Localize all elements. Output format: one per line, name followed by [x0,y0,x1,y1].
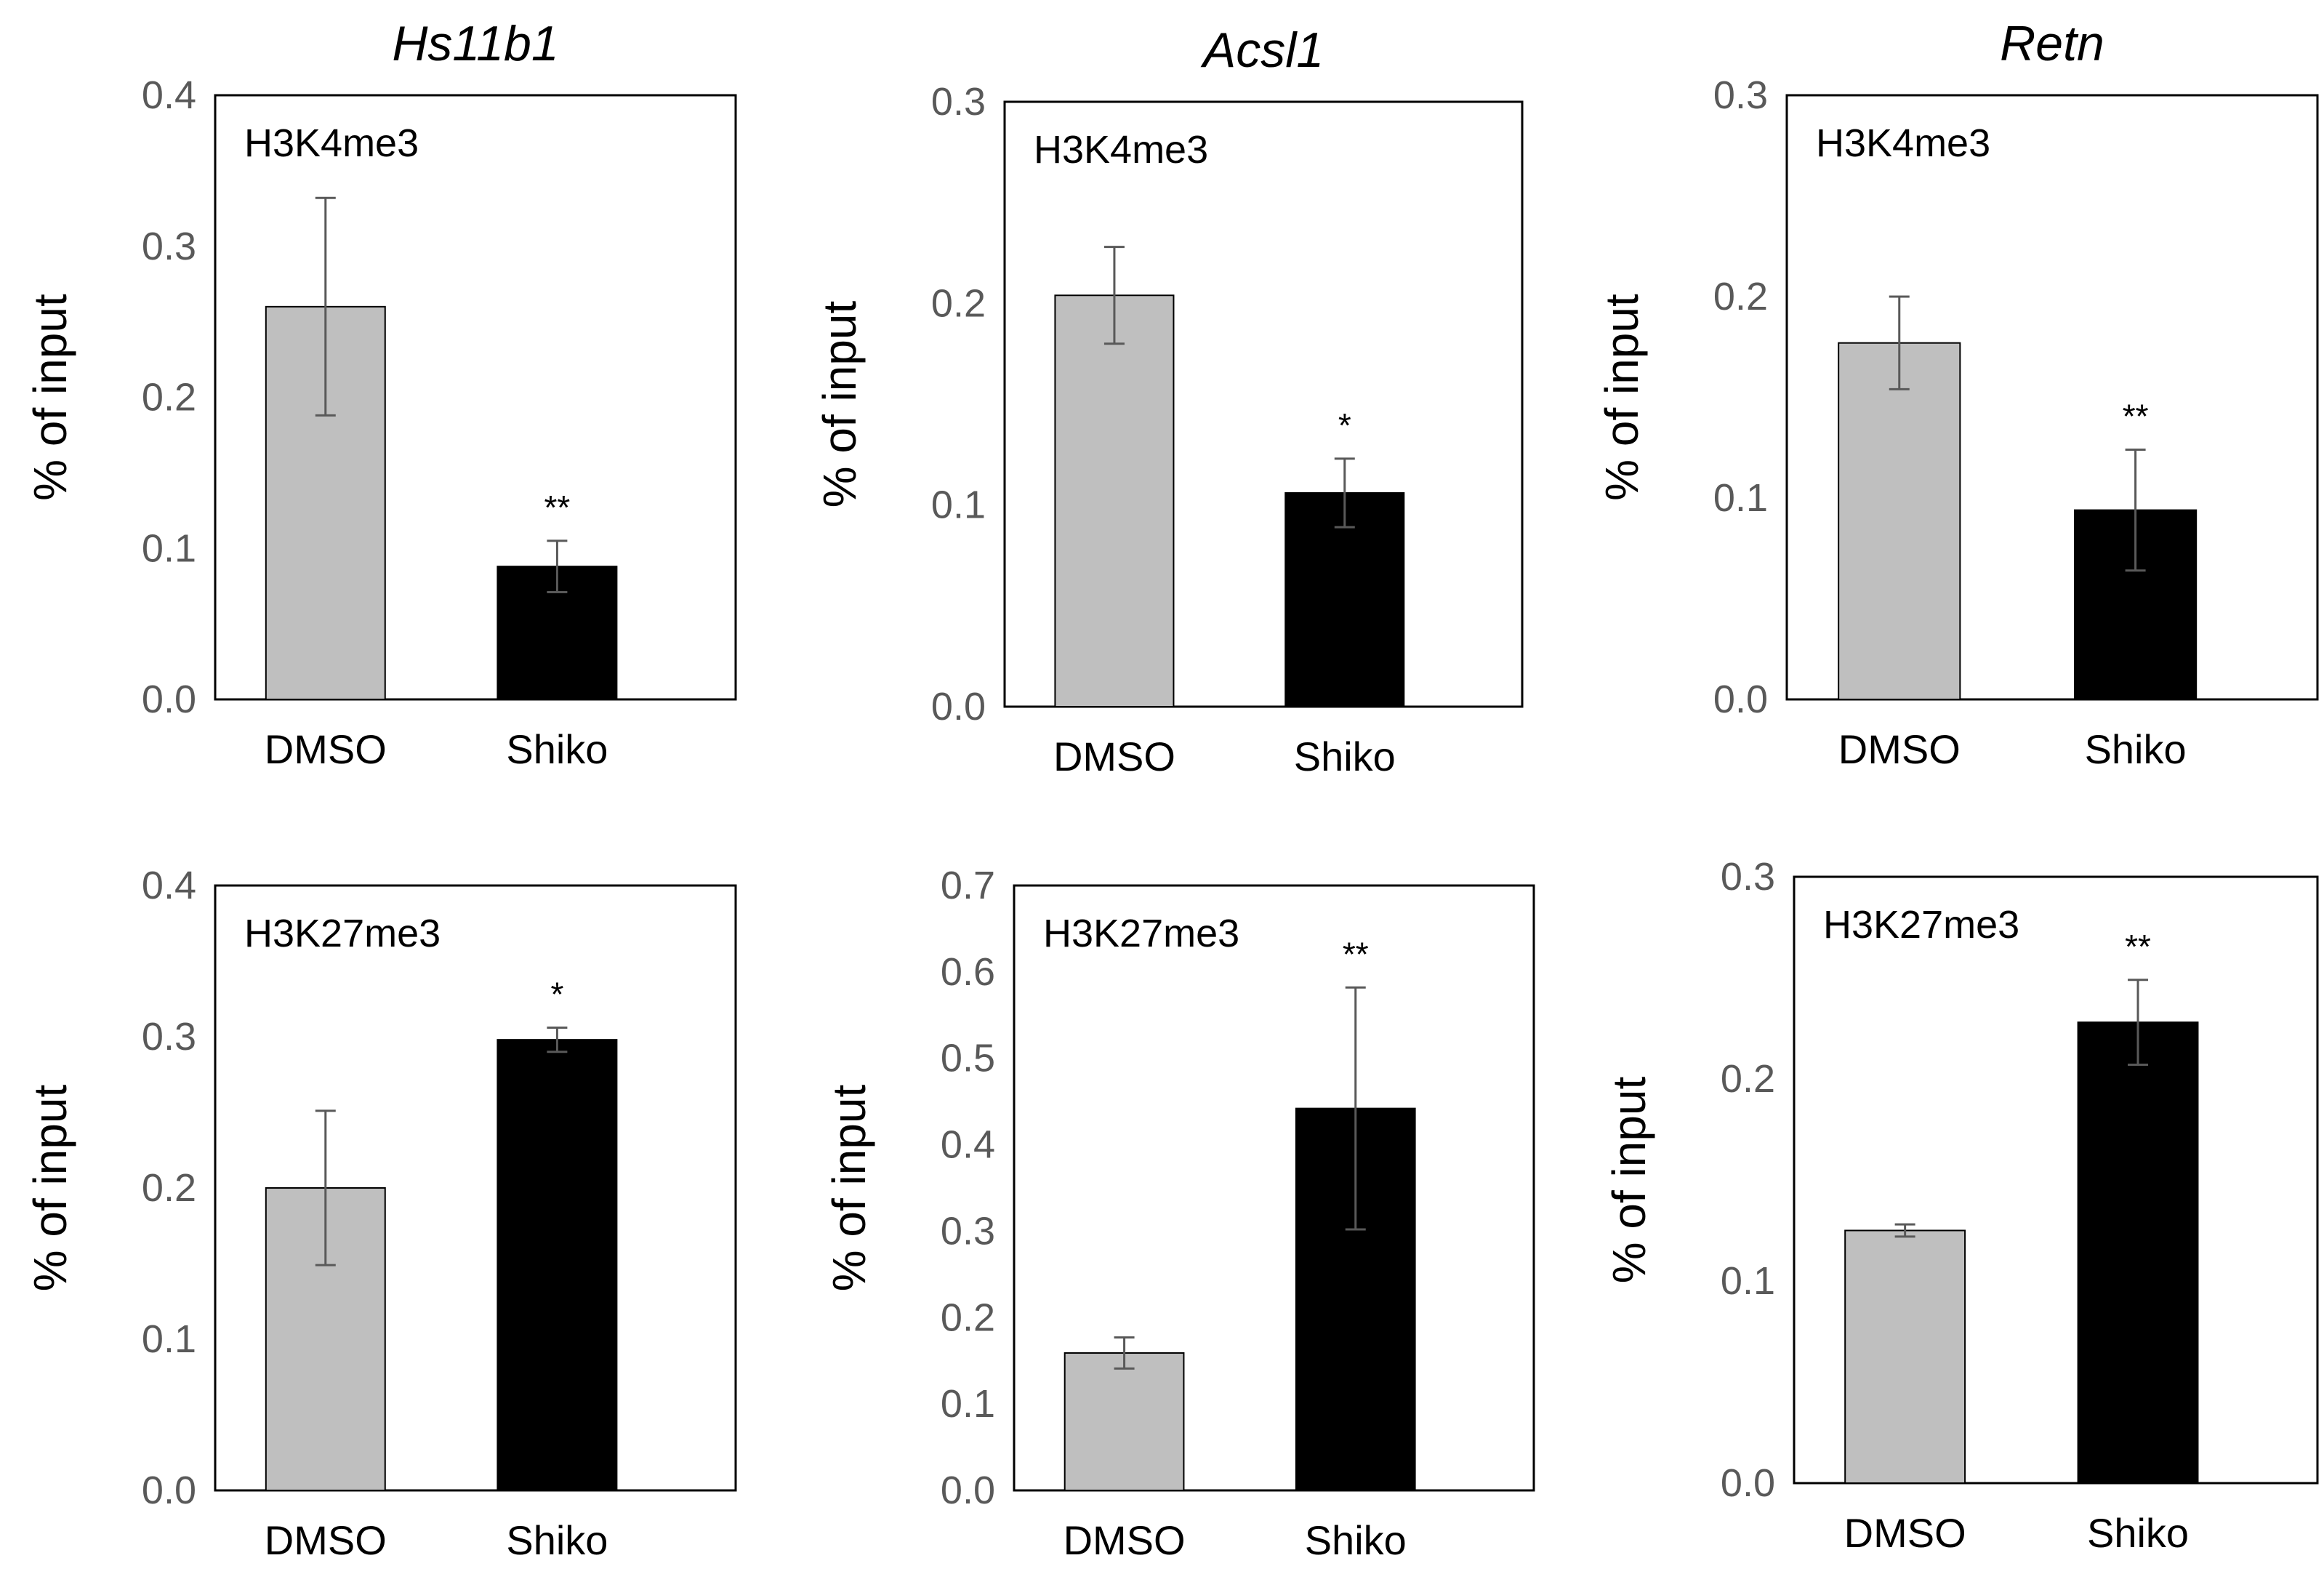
histone-mark-label: H3K4me3 [1816,121,1990,165]
y-tick-label: 0.6 [941,950,995,994]
y-axis-label: % of input [813,300,866,507]
chart-title: Acsl1 [1200,23,1324,78]
x-category-label: Shiko [1294,734,1396,779]
y-tick-label: 0.3 [142,1015,196,1059]
x-category-label: DMSO [1064,1517,1186,1563]
x-category-label: Shiko [1305,1517,1407,1563]
bar-dmso [1844,1229,1966,1484]
bar-shiko [496,1039,618,1492]
x-category-label: DMSO [1838,726,1961,772]
y-tick-label: 0.7 [941,864,995,907]
y-tick-label: 0.1 [1721,1259,1775,1303]
chart-panel-1: Hs11b1 0.0 0.1 0.2 0.3 0.4 % of input H3K4me3 DM… [24,16,737,772]
y-tick-label: 0.2 [142,376,196,419]
y-tick-label: 0.2 [1713,275,1768,318]
histone-mark-label: H3K27me3 [1823,903,2019,947]
significance-marker: ** [544,489,571,526]
plot-frame [1013,884,1535,1492]
histone-mark-label: H3K4me3 [1034,128,1208,172]
y-tick-label: 0.2 [931,281,986,325]
y-axis-label: % of input [1603,1076,1655,1283]
y-tick-label: 0.1 [142,1317,196,1361]
x-category-label: Shiko [2087,1510,2189,1556]
y-axis-label: % of input [1596,294,1648,501]
chart-title: Hs11b1 [392,16,558,71]
y-tick-label: 0.2 [941,1296,995,1339]
chart-panel-2: Acsl1 0.0 0.1 0.2 0.3 % of input H3K4me3 DMSO * S… [813,23,1524,779]
significance-marker: ** [2125,928,2151,965]
x-category-label: DMSO [265,1517,387,1563]
significance-marker: * [550,976,563,1013]
x-category-label: DMSO [1844,1510,1966,1556]
significance-marker: * [1338,406,1351,444]
chart-panel-5: 0.0 0.1 0.2 0.3 0.4 0.5 0.6 0.7 % of input H3K27m… [823,864,1535,1563]
y-axis-label: % of input [823,1084,875,1291]
x-category-label: DMSO [265,726,387,772]
y-tick-label: 0.3 [941,1209,995,1253]
histone-mark-label: H3K27me3 [1043,912,1239,955]
y-tick-label: 0.1 [931,483,986,527]
plot-frame [1003,100,1524,708]
y-tick-label: 0.0 [1713,678,1768,721]
x-category-label: Shiko [2085,726,2187,772]
y-tick-label: 0.0 [931,685,986,728]
y-tick-label: 0.0 [941,1469,995,1512]
y-tick-label: 0.1 [142,526,196,570]
y-tick-label: 0.5 [941,1037,995,1080]
y-tick-label: 0.4 [142,73,196,117]
y-tick-label: 0.0 [142,1469,196,1512]
x-category-label: Shiko [506,1517,608,1563]
bar-shiko [1284,492,1405,707]
significance-marker: ** [2123,398,2149,435]
y-tick-label: 0.0 [142,678,196,721]
plot-frame [1785,94,2319,701]
x-category-label: DMSO [1053,734,1175,779]
plot-frame [214,884,737,1492]
y-tick-label: 0.0 [1721,1461,1775,1505]
histone-mark-label: H3K4me3 [244,121,419,165]
y-axis-label: % of input [24,294,76,501]
bar-dmso [1064,1352,1185,1491]
x-category-label: Shiko [506,726,608,772]
y-tick-label: 0.2 [142,1166,196,1210]
bar-dmso [1054,294,1175,707]
y-tick-label: 0.3 [1721,855,1775,899]
chart-panel-6: 0.0 0.1 0.2 0.3 % of input H3K27me3 DMSO ** Shik… [1603,855,2319,1556]
plot-frame [214,94,737,701]
y-tick-label: 0.3 [142,225,196,268]
bar-shiko [2077,1021,2199,1485]
y-axis-label: % of input [24,1084,76,1291]
plot-frame [1793,875,2319,1485]
histone-mark-label: H3K27me3 [244,912,441,955]
chart-title: Retn [2000,16,2104,71]
chart-panel-4: 0.0 0.1 0.2 0.3 0.4 % of input H3K27me3 DMSO * Sh… [24,864,737,1563]
y-tick-label: 0.4 [941,1123,995,1167]
y-tick-label: 0.1 [941,1382,995,1426]
chart-panel-3: Retn 0.0 0.1 0.2 0.3 % of input H3K4me3 DMSO ** S… [1596,16,2319,772]
significance-marker: ** [1343,935,1369,973]
y-tick-label: 0.3 [1713,73,1768,117]
y-tick-label: 0.3 [931,80,986,124]
y-tick-label: 0.4 [142,864,196,907]
y-tick-label: 0.1 [1713,476,1768,520]
y-tick-label: 0.2 [1721,1057,1775,1101]
bar-dmso [1838,342,1961,700]
